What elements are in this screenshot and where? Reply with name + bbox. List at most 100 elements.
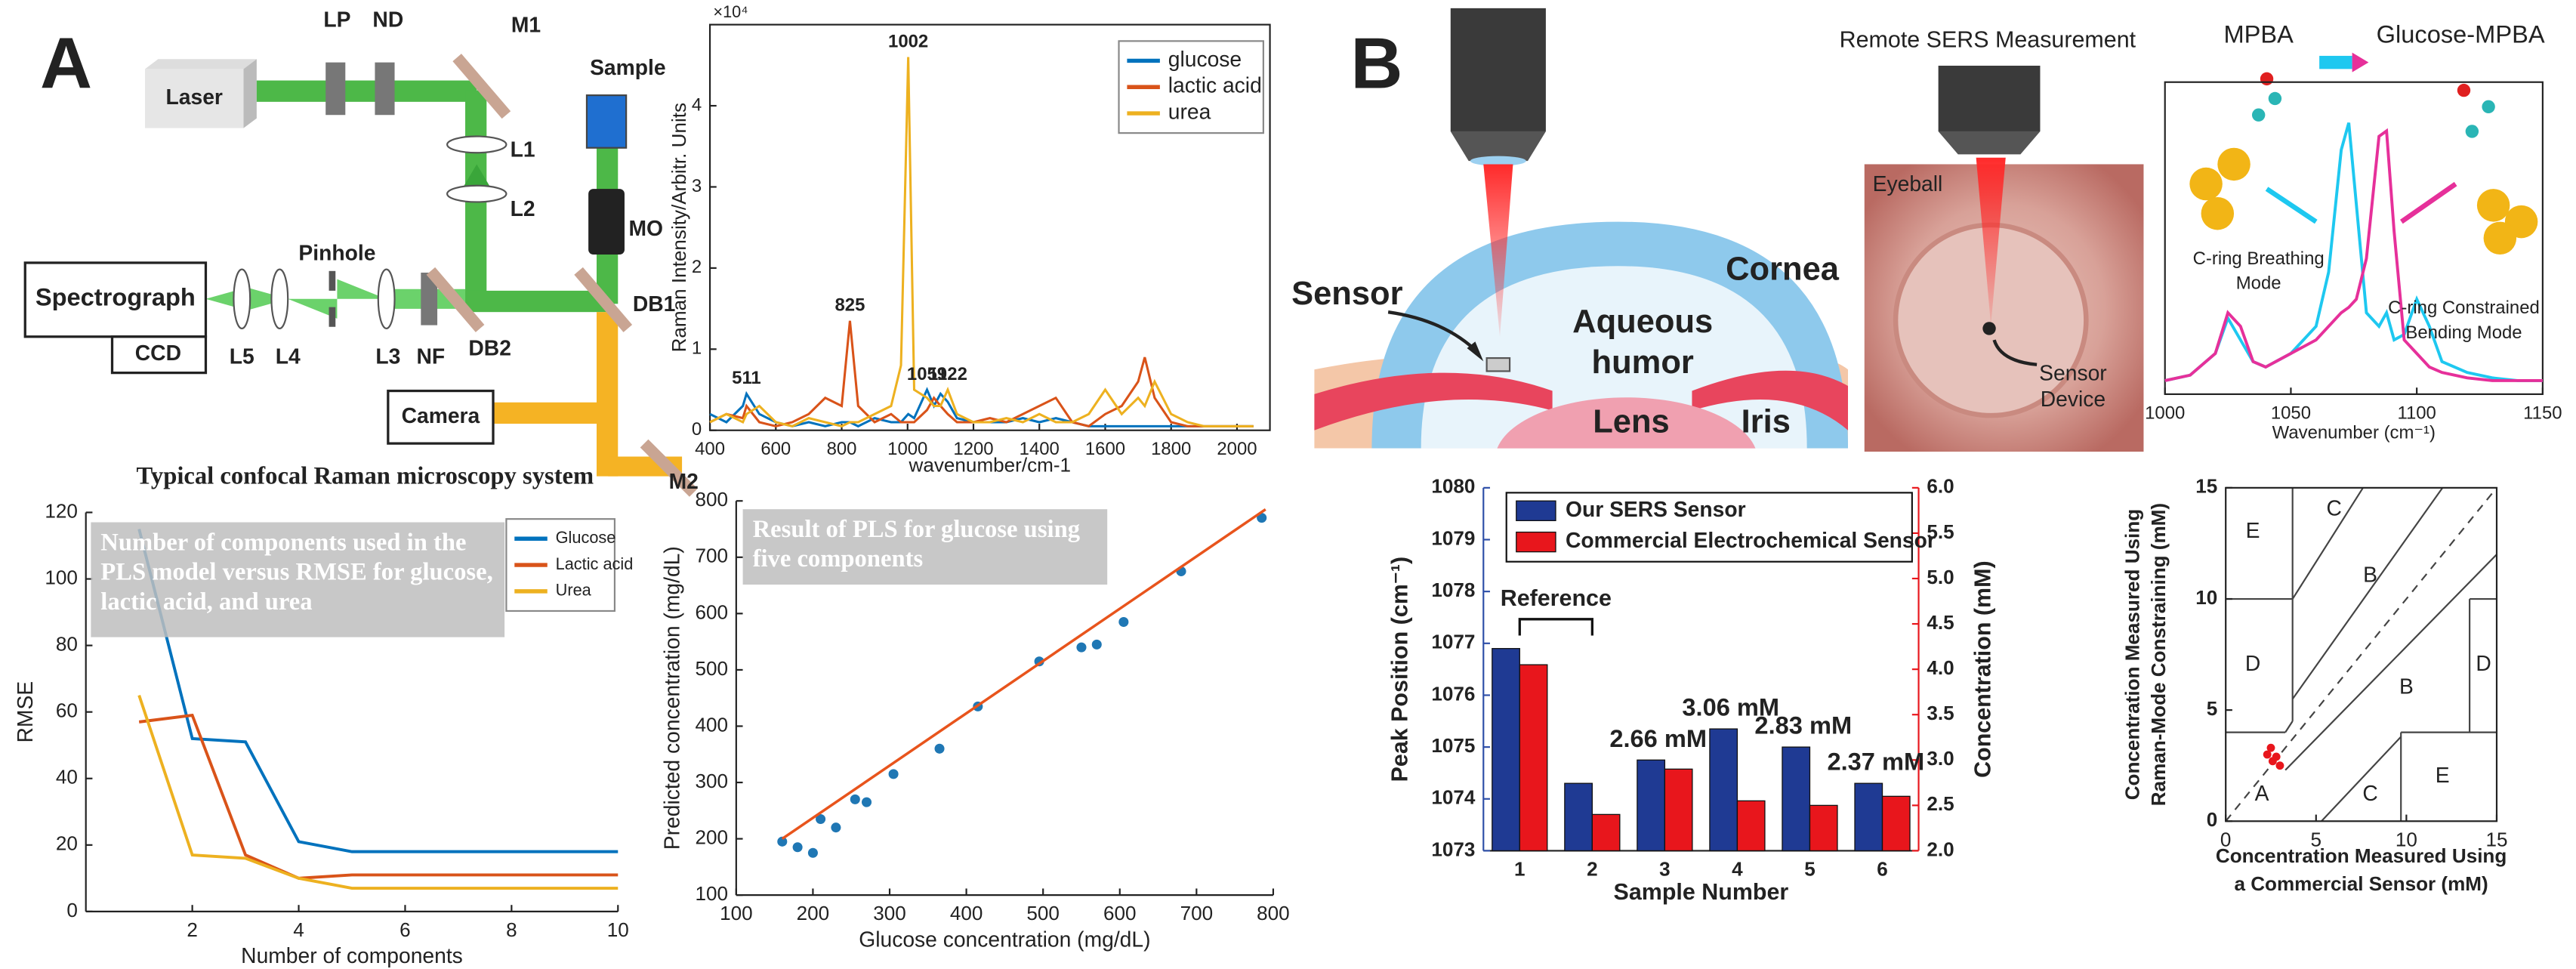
y2-tick-label: 4.5 — [1927, 611, 1954, 634]
xlabel: a Commercial Sensor (mM) — [2234, 872, 2488, 895]
zone-label: B — [2363, 563, 2377, 587]
y2-tick-label: 5.5 — [1927, 520, 1954, 543]
point — [2263, 750, 2272, 759]
x-tick-label: 100 — [720, 902, 753, 924]
point — [2275, 761, 2284, 770]
x-tick-label: 1800 — [1151, 439, 1191, 459]
peak-label: 825 — [835, 295, 865, 315]
xlabel: Concentration Measured Using — [2216, 844, 2507, 867]
point — [2266, 743, 2275, 752]
legend-label: Urea — [556, 581, 592, 600]
y2-tick-label: 6.0 — [1927, 475, 1954, 498]
point — [2272, 752, 2281, 761]
chart-annotation-box: Number of components used in the PLS mod… — [91, 522, 505, 637]
bar — [1854, 782, 1883, 852]
x-tick-label: 0 — [2220, 828, 2232, 850]
y-tick-label: 100 — [45, 566, 78, 588]
legend-label: Commercial Electrochemical Sensor — [1566, 528, 1936, 552]
legend-label: Lactic acid — [556, 554, 634, 573]
bar — [1519, 664, 1548, 852]
x-tick-label: 1600 — [1085, 439, 1125, 459]
x-tick-label: 600 — [760, 439, 791, 459]
bar — [1637, 759, 1666, 852]
setup-drawing — [23, 54, 698, 497]
value-label: 3.06 mM — [1682, 693, 1779, 721]
y-tick-label: 0 — [66, 899, 78, 921]
setup-label: L2 — [511, 196, 535, 221]
legend-label: Glucose — [556, 528, 616, 547]
zone-label: D — [2476, 651, 2491, 675]
x-tick-label: 4 — [293, 918, 304, 941]
line-series — [709, 320, 1254, 428]
setup-label: Laser — [166, 85, 223, 109]
x-tick-label: 2000 — [1217, 439, 1257, 459]
y-tick-label: 1078 — [1431, 579, 1475, 601]
eye-drawing — [1314, 8, 1849, 449]
setup-label: Pinhole — [298, 241, 375, 265]
y-tick-label: 40 — [56, 766, 78, 788]
xlabel: Sample Number — [1614, 879, 1789, 905]
y-tick-label: 1077 — [1431, 631, 1475, 653]
x-tick-label: 600 — [1103, 902, 1137, 924]
ylabel: Raman Intensity/Arbitr. Units — [668, 103, 690, 352]
y-tick-label: 400 — [695, 713, 728, 736]
eye-label: Cornea — [1726, 251, 1840, 287]
eye-label: humor — [1592, 344, 1694, 381]
x-tick-label: 1000 — [887, 439, 927, 459]
eye-label: Lens — [1593, 404, 1670, 440]
point — [777, 836, 788, 847]
setup-label: NF — [417, 344, 446, 369]
legend-label: lactic acid — [1168, 73, 1262, 97]
setup-caption: Typical confocal Raman microscopy system — [137, 462, 594, 489]
plot-frame — [2225, 486, 2498, 822]
photo-label: Sensor — [2039, 360, 2107, 384]
value-label: 2.37 mM — [1827, 748, 1924, 776]
setup-label: L4 — [276, 344, 301, 369]
x-tick-label: 1100 — [2397, 403, 2436, 423]
reference-bracket — [1518, 618, 1593, 636]
y-tick-label: 80 — [56, 632, 78, 655]
point — [862, 797, 872, 807]
zone-label: E — [2436, 763, 2450, 787]
legend-swatch — [1516, 500, 1556, 521]
xlabel: wavenumber/cm-1 — [909, 453, 1071, 476]
error-grid-zones — [2225, 487, 2497, 822]
zone-label: E — [2246, 518, 2260, 542]
x-tick-label: 1200 — [953, 439, 993, 459]
x-tick-label: 1 — [1514, 857, 1526, 880]
legend-box — [1505, 492, 1913, 563]
bar — [1782, 746, 1811, 852]
setup-label: LP — [323, 8, 350, 32]
x-tick-label: 700 — [1180, 902, 1214, 924]
y2-tick-label: 2.5 — [1927, 792, 1954, 815]
bar — [1564, 782, 1593, 852]
bar — [1736, 800, 1766, 852]
y2label: Concentration (mM) — [1970, 560, 1996, 777]
annotation: Mode — [2236, 273, 2281, 294]
value-label: 2.83 mM — [1754, 711, 1852, 739]
y-tick-label: 0 — [692, 419, 702, 440]
ylabel: RMSE — [13, 681, 37, 743]
setup-label: CCD — [135, 341, 181, 365]
line-series — [781, 508, 1266, 841]
setup-label: M1 — [511, 12, 541, 36]
setup-label: L3 — [375, 344, 400, 369]
y-tick-label: 600 — [695, 600, 728, 623]
y-tick-label: 15 — [2195, 475, 2217, 498]
xlabel: Number of components — [241, 943, 463, 967]
y-tick-label: 100 — [695, 882, 728, 905]
panel-label: B — [1350, 23, 1402, 104]
chart-annotation: Result of PLS for glucose using five com… — [742, 509, 1108, 585]
y-tick-label: 3 — [692, 176, 702, 196]
photo-label: Device — [2041, 387, 2106, 411]
point — [831, 822, 841, 833]
bar — [1709, 728, 1738, 852]
y2-tick-label: 5.0 — [1927, 566, 1954, 588]
x-tick-label: 6 — [1877, 857, 1888, 880]
point — [1091, 639, 1102, 650]
annotation: C-ring Constrained — [2388, 298, 2540, 318]
ylabel: Raman-Mode Constraining (mM) — [2147, 503, 2170, 806]
line-series — [2164, 122, 2543, 382]
setup-label: DB2 — [468, 336, 511, 360]
